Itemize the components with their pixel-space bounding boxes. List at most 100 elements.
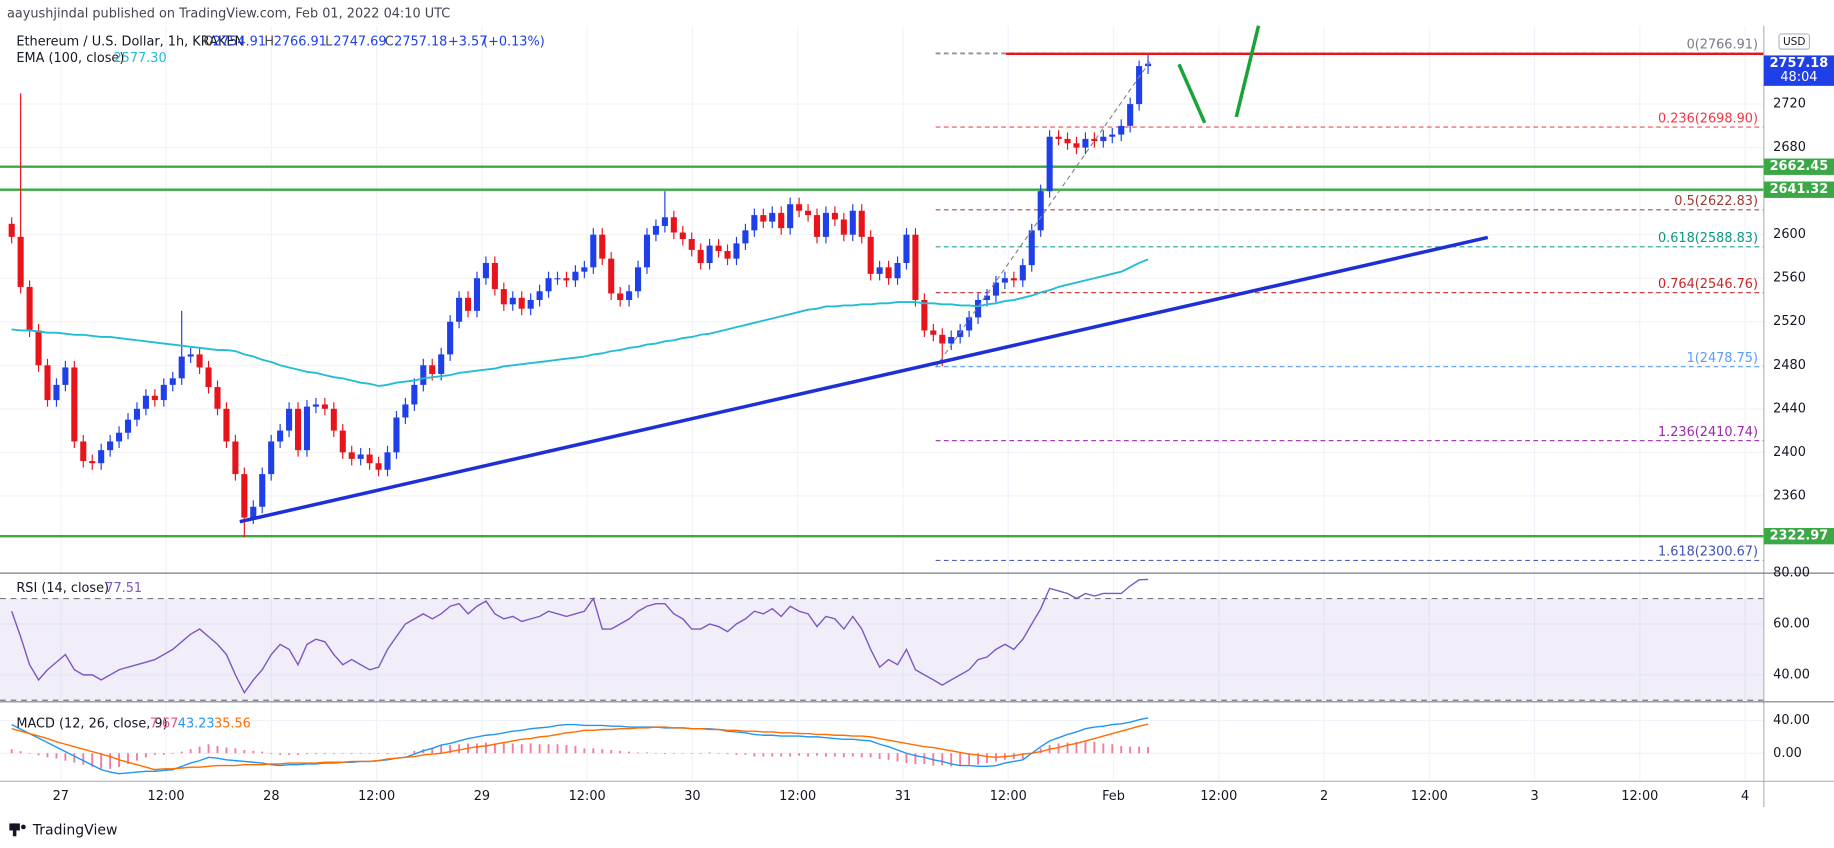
histogram-bar (153, 753, 156, 755)
candle-body (608, 258, 615, 294)
candle-body (8, 223, 15, 237)
candle-body (71, 367, 78, 442)
candle-body (1001, 278, 1008, 283)
y-tick-label: 2560 (1773, 271, 1806, 286)
histogram-bar (941, 753, 944, 766)
candle-body (590, 234, 597, 268)
candle-body (536, 291, 543, 300)
histogram-bar (1129, 746, 1132, 754)
close-label: C (385, 35, 394, 50)
candle-body (393, 417, 400, 453)
macd-legend: MACD (12, 26, close, 9) (16, 717, 167, 732)
histogram-bar (100, 753, 103, 769)
candle-body (178, 356, 185, 379)
ema-line (11, 258, 1149, 387)
histogram-bar (959, 753, 962, 767)
candle-body (805, 210, 812, 216)
x-tick-label: 12:00 (148, 789, 185, 804)
candle-body (813, 215, 821, 237)
candle-body (876, 267, 883, 274)
histogram-bar (323, 753, 326, 755)
histogram-bar (762, 753, 765, 757)
candle-body (411, 384, 418, 405)
candle-body (330, 408, 337, 431)
histogram-bar (914, 753, 917, 764)
histogram-bar (1075, 741, 1078, 754)
histogram-bar (55, 753, 58, 759)
candle-body (420, 365, 427, 385)
histogram-bar (368, 753, 371, 754)
histogram-bar (574, 745, 577, 754)
histogram-bar (869, 753, 872, 758)
y-tick-label: 2360 (1773, 488, 1806, 503)
logo-part (12, 823, 17, 837)
candle-body (751, 215, 758, 231)
histogram-bar (547, 744, 550, 754)
ema-legend: EMA (100, close) (16, 51, 124, 66)
countdown: 48:04 (1780, 70, 1817, 85)
histogram-value: 7.67 (150, 717, 179, 732)
candle-body (1082, 138, 1089, 148)
candle-body (1019, 265, 1026, 281)
histogram-bar (1084, 740, 1087, 754)
candle-body (983, 295, 991, 300)
candle-body (1109, 134, 1116, 137)
candle-body (643, 234, 651, 268)
candle-body (223, 408, 230, 442)
candle-body (563, 278, 570, 281)
fib-label: 1.618(2300.67) (1658, 545, 1758, 560)
histogram-bar (216, 745, 219, 754)
fib-label: 0.764(2546.76) (1658, 277, 1758, 292)
rsi-value: 77.51 (105, 581, 142, 596)
candle-body (447, 321, 454, 355)
candle-body (724, 251, 731, 259)
candle-body (44, 365, 51, 401)
histogram-bar (350, 753, 353, 755)
histogram-bar (887, 753, 890, 760)
candle-body (482, 262, 489, 279)
histogram-bar (556, 744, 559, 754)
histogram-bar (207, 744, 210, 754)
histogram-bar (833, 753, 836, 757)
axis-layer: USD 27 12:00 28 12:00 29 12:00 30 12:00 31 12:00 F… (0, 25, 1834, 808)
candle-body (26, 286, 33, 331)
histogram-bar (458, 744, 461, 754)
histogram-bar (493, 743, 496, 754)
y-tick-label: 2600 (1773, 227, 1806, 242)
histogram-bar (1039, 748, 1042, 754)
marks-layer: 0(2766.91) 0.236(2698.90) 0.5(2622.83) 0.61… (0, 37, 1764, 775)
histogram-bar (753, 753, 756, 757)
logo-part (21, 824, 26, 830)
x-tick-label: 12:00 (358, 789, 395, 804)
candle-body (858, 210, 865, 237)
candle-body (348, 452, 355, 459)
fib-label: 0.618(2588.83) (1658, 231, 1758, 246)
y-tick-label: 2400 (1773, 445, 1806, 460)
histogram-bar (395, 753, 398, 754)
histogram-bar (789, 753, 792, 757)
histogram-bar (270, 753, 273, 755)
candle-body (214, 387, 221, 409)
candle-body (491, 262, 498, 290)
candle-body (169, 378, 176, 385)
last-price-bg (1763, 55, 1834, 86)
candle-body (303, 406, 311, 451)
candle-body (53, 384, 60, 401)
candle-body (626, 291, 633, 300)
histogram-bar (592, 748, 595, 754)
histogram-bar (261, 751, 264, 754)
candle-body (1046, 136, 1053, 192)
candle-body (375, 463, 382, 470)
fib-label: 0.5(2622.83) (1674, 194, 1758, 209)
histogram-bar (386, 753, 389, 755)
histogram-bar (288, 753, 291, 755)
open-label: O (204, 35, 214, 50)
histogram-bar (672, 753, 675, 754)
brand-logo (9, 823, 26, 837)
histogram-bar (404, 753, 407, 754)
drawings (239, 25, 1764, 524)
histogram-bar (332, 753, 335, 755)
histogram-bar (225, 747, 228, 754)
histogram-bar (780, 753, 783, 757)
